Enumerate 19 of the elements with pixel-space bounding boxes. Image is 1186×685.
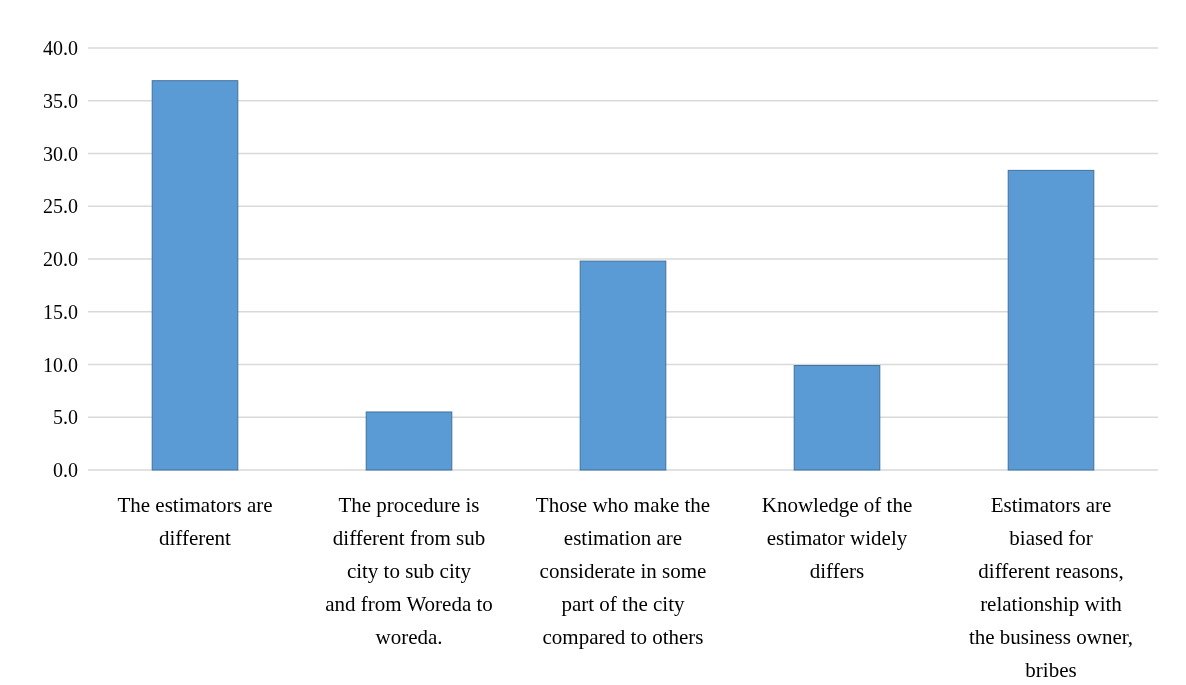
- y-tick-label: 5.0: [53, 406, 78, 429]
- x-tick-label: Those who make the estimation are considerate in some part of the city compared to others: [535, 493, 711, 649]
- bar: [151, 80, 239, 471]
- bar: [793, 365, 881, 471]
- y-tick-label: 40.0: [43, 37, 78, 59]
- x-tick-label: The estimators are different: [117, 493, 273, 550]
- y-tick-label: 15.0: [43, 300, 78, 323]
- bar: [579, 260, 667, 471]
- y-tick-label: 20.0: [43, 248, 78, 270]
- x-tick-label: The procedure is different from sub city to sub city and from Woreda to woreda.: [325, 493, 493, 649]
- y-tick-label: 30.0: [43, 142, 78, 165]
- y-tick-label: 25.0: [43, 195, 78, 218]
- x-tick-label: Knowledge of the estimator widely differs: [761, 493, 913, 583]
- y-tick-label: 0.0: [53, 459, 78, 481]
- x-tick-label: Estimators are biased for different reasons, relationship with the business owner, bribes: [968, 493, 1134, 682]
- bar: [365, 411, 453, 471]
- y-tick-label: 10.0: [43, 353, 78, 376]
- y-tick-label: 35.0: [43, 89, 78, 112]
- bar: [1007, 169, 1095, 471]
